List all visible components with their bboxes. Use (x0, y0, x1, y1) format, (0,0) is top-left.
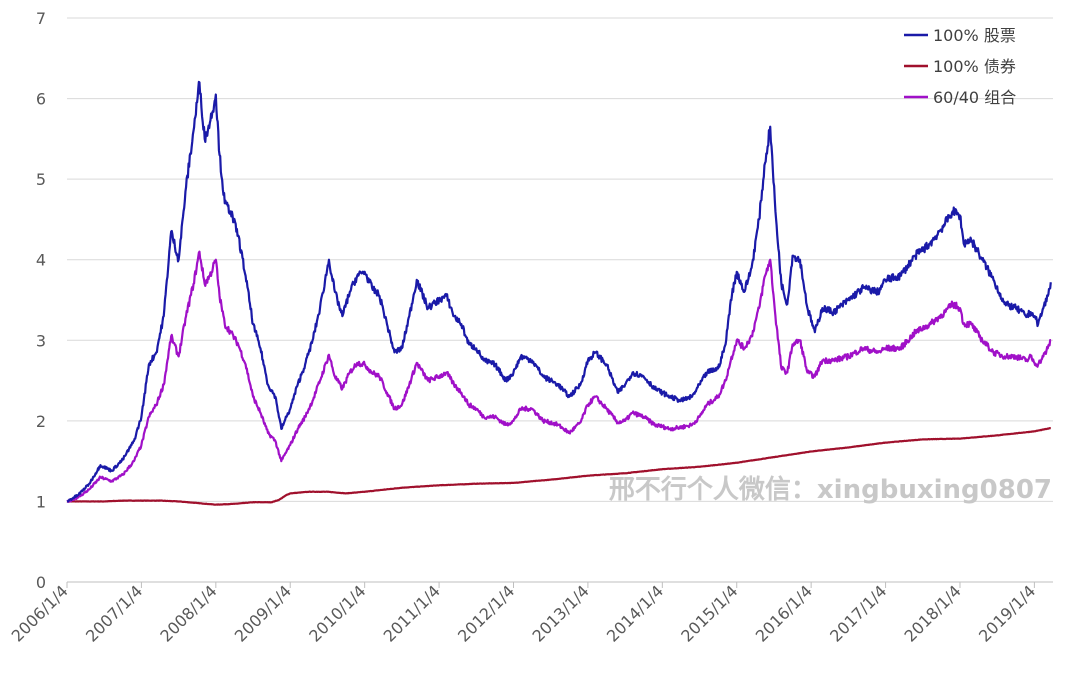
x-tick-label: 2018/1/4 (901, 581, 965, 645)
series-line-1 (66, 427, 1052, 506)
y-tick-label: 0 (36, 573, 46, 592)
x-tick-label: 2014/1/4 (603, 581, 667, 645)
x-tick-label: 2007/1/4 (82, 581, 146, 645)
y-tick-label: 4 (36, 251, 46, 270)
y-tick-label: 2 (36, 412, 46, 431)
x-tick-label: 2013/1/4 (528, 581, 592, 645)
y-tick-label: 6 (36, 90, 46, 109)
y-tick-label: 1 (36, 492, 46, 511)
x-axis: 2006/1/4 2007/1/4 2008/1/4 2009/1/4 2010/1/4… (8, 581, 1053, 646)
series-line-2 (66, 250, 1052, 503)
legend-label: 100% 债券 (933, 57, 1016, 76)
x-tick-label: 2009/1/4 (231, 581, 295, 645)
x-tick-label: 2015/1/4 (677, 581, 741, 645)
x-tick-label: 2008/1/4 (156, 581, 220, 645)
x-tick-label: 2010/1/4 (305, 581, 369, 645)
grid-lines (67, 17, 1053, 502)
legend: 100% 股票 100% 债券 60/40 组合 (904, 26, 1016, 107)
watermark-text: 邢不行个人微信：xingbuxing0807 (609, 474, 1052, 505)
y-tick-label: 5 (36, 170, 46, 189)
x-tick-label: 2017/1/4 (826, 581, 890, 645)
x-tick-label: 2011/1/4 (380, 581, 444, 645)
x-tick-label: 2016/1/4 (752, 581, 816, 645)
series-lines (66, 80, 1052, 506)
series-line-0 (66, 80, 1052, 503)
legend-label: 100% 股票 (933, 26, 1016, 45)
y-tick-label: 3 (36, 331, 46, 350)
x-tick-label: 2012/1/4 (454, 581, 518, 645)
x-tick-label: 2019/1/4 (975, 581, 1039, 645)
legend-label: 60/40 组合 (933, 88, 1016, 107)
y-tick-label: 7 (36, 9, 46, 28)
y-axis: 0 1 2 3 4 5 6 7 (36, 9, 46, 592)
